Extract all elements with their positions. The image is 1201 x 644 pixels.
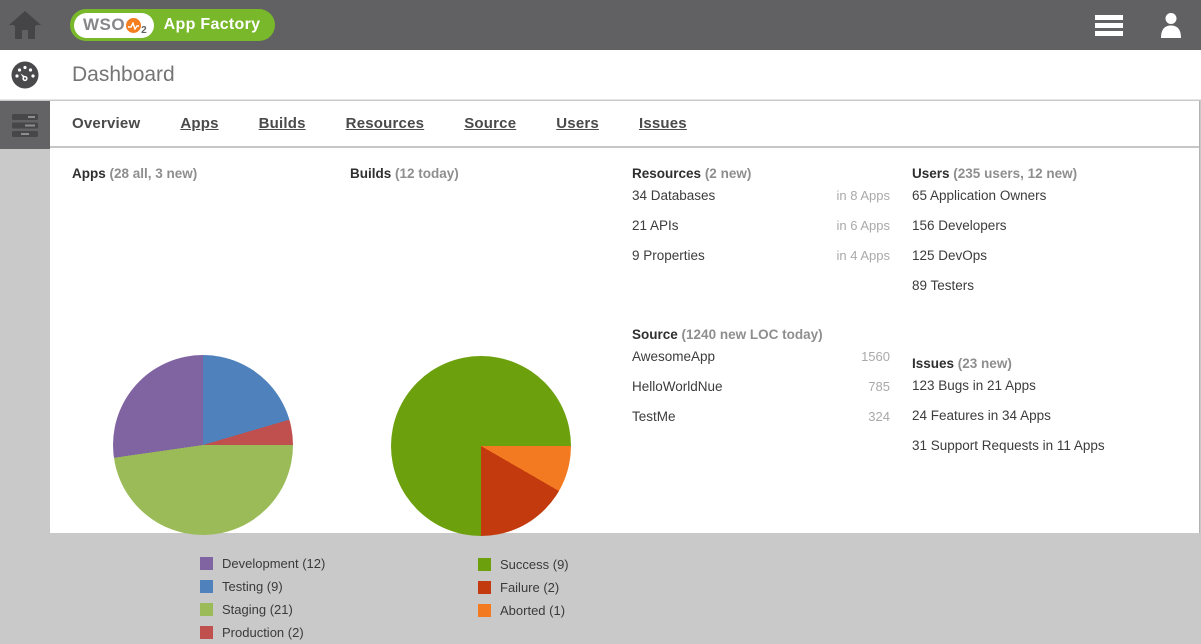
legend-item: Success (9)	[478, 553, 569, 576]
wso2-logo-pill: WSO 2	[74, 12, 154, 38]
tab-builds[interactable]: Builds	[258, 115, 306, 132]
tab-resources[interactable]: Resources	[345, 115, 425, 132]
menu-button[interactable]	[1095, 14, 1123, 36]
resource-row: 21 APIs in 6 Apps	[632, 218, 890, 233]
source-row: TestMe 324	[632, 409, 890, 424]
legend-item: Aborted (1)	[478, 599, 569, 622]
hamburger-icon	[1095, 14, 1123, 20]
content-panel: Overview Apps Builds Resources Source Us…	[50, 101, 1200, 640]
user-row: 65 Application Owners	[912, 188, 1047, 203]
page-header: Dashboard	[0, 50, 1201, 100]
section-resources-header: Resources (2 new)	[632, 166, 752, 181]
tab-apps[interactable]: Apps	[180, 115, 219, 132]
user-row: 125 DevOps	[912, 248, 988, 263]
legend-swatch	[478, 558, 491, 571]
legend-item: Development (12)	[200, 552, 325, 575]
list-icon	[12, 113, 38, 137]
section-users: Users (235 users, 12 new) 65 Application…	[912, 166, 1142, 308]
tab-source[interactable]: Source	[464, 115, 517, 132]
legend-item: Testing (9)	[200, 575, 325, 598]
source-row: AwesomeApp 1560	[632, 349, 890, 364]
legend-item: Production (2)	[200, 621, 325, 644]
dashboard-overview: Apps (28 all, 3 new) Development (12) Te…	[50, 148, 1199, 640]
tab-users[interactable]: Users	[556, 115, 599, 132]
legend-item: Staging (21)	[200, 598, 325, 621]
tab-issues[interactable]: Issues	[638, 115, 687, 132]
resource-row: 34 Databases in 8 Apps	[632, 188, 890, 203]
top-bar: WSO 2 App Factory	[0, 0, 1201, 50]
section-apps-header: Apps (28 all, 3 new)	[72, 166, 198, 181]
legend-swatch	[478, 604, 491, 617]
user-menu-button[interactable]	[1159, 12, 1183, 38]
legend-swatch	[200, 557, 213, 570]
legend-swatch	[200, 580, 213, 593]
apps-pie-legend: Development (12) Testing (9) Staging (21…	[200, 552, 325, 644]
issue-row: 31 Support Requests in 11 Apps	[912, 438, 1105, 453]
section-resources: Resources (2 new) 34 Databases in 8 Apps…	[632, 166, 890, 278]
section-issues: Issues (23 new) 123 Bugs in 21 Apps 24 F…	[912, 356, 1142, 468]
user-row: 89 Testers	[912, 278, 975, 293]
source-row: HelloWorldNue 785	[632, 379, 890, 394]
legend-swatch	[478, 581, 491, 594]
left-sidebar	[0, 101, 50, 581]
apps-pie-chart	[113, 355, 293, 535]
tab-bar: Overview Apps Builds Resources Source Us…	[50, 101, 1199, 148]
section-issues-header: Issues (23 new)	[912, 356, 1012, 371]
legend-swatch	[200, 603, 213, 616]
section-apps: Apps (28 all, 3 new)	[72, 166, 352, 181]
section-builds-header: Builds (12 today)	[350, 166, 459, 181]
legend-item: Failure (2)	[478, 576, 569, 599]
user-row: 156 Developers	[912, 218, 1007, 233]
wso2-logo-orange-circle	[126, 17, 142, 33]
section-source: Source (1240 new LOC today) AwesomeApp 1…	[632, 327, 890, 439]
section-source-header: Source (1240 new LOC today)	[632, 327, 823, 342]
dashboard-gauge-icon	[11, 61, 39, 94]
page-title: Dashboard	[72, 63, 175, 86]
home-icon	[9, 11, 41, 39]
wso2-logo-text: WSO	[83, 15, 126, 34]
issue-row: 123 Bugs in 21 Apps	[912, 378, 1036, 393]
builds-pie-legend: Success (9) Failure (2) Aborted (1)	[478, 553, 569, 622]
sidebar-item-dashboard[interactable]	[0, 101, 50, 149]
wso2-logo-subscript: 2	[141, 24, 147, 36]
home-button[interactable]	[0, 0, 50, 50]
tab-overview[interactable]: Overview	[72, 115, 141, 132]
section-builds: Builds (12 today)	[350, 166, 612, 181]
user-icon	[1161, 13, 1181, 38]
resource-row: 9 Properties in 4 Apps	[632, 248, 890, 263]
legend-swatch	[200, 626, 213, 639]
app-factory-logo-text: App Factory	[163, 16, 261, 33]
wso2-appfactory-logo[interactable]: WSO 2 App Factory	[70, 9, 276, 41]
issue-row: 24 Features in 34 Apps	[912, 408, 1051, 423]
builds-pie-chart	[391, 356, 571, 536]
section-users-header: Users (235 users, 12 new)	[912, 166, 1078, 181]
